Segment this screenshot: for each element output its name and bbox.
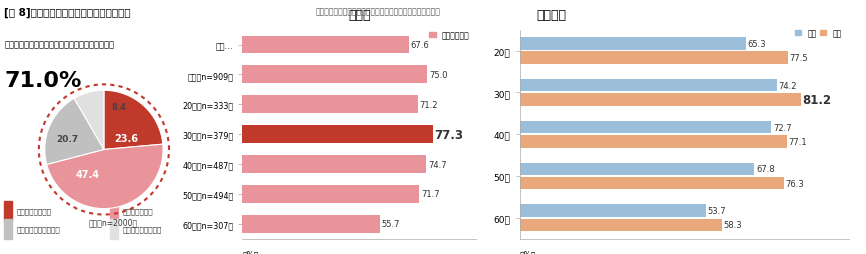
Text: 65.3: 65.3 xyxy=(747,40,766,49)
Text: 全体（n=2000）: 全体（n=2000） xyxy=(88,217,138,226)
Text: [図 8]　ビジネスパーソンの体調管理意識: [図 8] ビジネスパーソンの体調管理意識 xyxy=(4,8,131,18)
Bar xyxy=(4,201,12,221)
Text: 72.7: 72.7 xyxy=(773,123,792,132)
Wedge shape xyxy=(47,145,163,209)
Bar xyxy=(520,177,784,189)
Text: 77.1: 77.1 xyxy=(788,137,807,146)
Text: 71.2: 71.2 xyxy=(420,100,438,109)
Bar xyxy=(520,205,706,217)
Bar xyxy=(242,96,417,114)
Bar xyxy=(242,66,427,84)
Bar xyxy=(520,219,721,231)
Text: あまりあてはまらない: あまりあてはまらない xyxy=(16,226,61,232)
Text: 76.3: 76.3 xyxy=(785,179,805,188)
Text: 47.4: 47.4 xyxy=(75,170,100,180)
Text: 55.7: 55.7 xyxy=(382,219,400,228)
Text: 性年代別: 性年代別 xyxy=(536,9,566,22)
Text: 74.2: 74.2 xyxy=(779,81,797,90)
Text: 81.2: 81.2 xyxy=(803,93,831,106)
Bar xyxy=(242,126,433,144)
Bar xyxy=(4,219,12,239)
Text: （%）: （%） xyxy=(242,249,259,254)
Bar xyxy=(242,185,419,203)
Bar xyxy=(242,215,379,233)
Text: 20.7: 20.7 xyxy=(56,135,78,144)
Bar xyxy=(242,36,409,54)
Text: 71.0%: 71.0% xyxy=(4,71,81,91)
Legend: 男性, 女性: 男性, 女性 xyxy=(792,26,845,41)
Bar xyxy=(520,94,801,106)
Text: 全くあてはまらない: 全くあてはまらない xyxy=(123,226,162,232)
Bar xyxy=(520,80,777,92)
Legend: あてはまる計: あてはまる計 xyxy=(426,28,473,43)
Text: 8.4: 8.4 xyxy=(111,103,126,112)
Text: 74.7: 74.7 xyxy=(429,160,447,169)
Bar xyxy=(111,219,118,239)
Bar xyxy=(520,52,788,65)
Bar xyxy=(520,135,786,148)
Text: 75.0: 75.0 xyxy=(429,71,448,80)
Bar xyxy=(520,121,772,134)
Text: 非常にあてはまる: 非常にあてはまる xyxy=(16,208,52,214)
Bar xyxy=(520,163,754,176)
Text: 67.6: 67.6 xyxy=(410,41,430,50)
Wedge shape xyxy=(74,91,104,150)
Text: 77.5: 77.5 xyxy=(790,54,809,63)
Text: 71.7: 71.7 xyxy=(421,190,440,199)
Text: スコアは「非常にあてはまる」「ややあてはまる」の合計値: スコアは「非常にあてはまる」「ややあてはまる」の合計値 xyxy=(316,8,441,17)
Bar xyxy=(111,201,118,221)
Wedge shape xyxy=(104,91,163,150)
Text: 23.6: 23.6 xyxy=(114,133,139,143)
Text: 67.8: 67.8 xyxy=(756,165,775,174)
Text: 53.7: 53.7 xyxy=(708,206,726,215)
Wedge shape xyxy=(45,99,104,165)
Bar xyxy=(520,38,746,51)
Bar xyxy=(242,155,426,173)
Text: 年代別: 年代別 xyxy=(348,9,371,22)
Text: （%）: （%） xyxy=(520,249,536,254)
Text: ややあてはまる: ややあてはまる xyxy=(123,208,153,214)
Text: 58.3: 58.3 xyxy=(723,220,742,230)
Text: 77.3: 77.3 xyxy=(435,128,463,141)
Text: 体調を崩していても、隠して勤務したことがある: 体調を崩していても、隠して勤務したことがある xyxy=(4,41,114,50)
